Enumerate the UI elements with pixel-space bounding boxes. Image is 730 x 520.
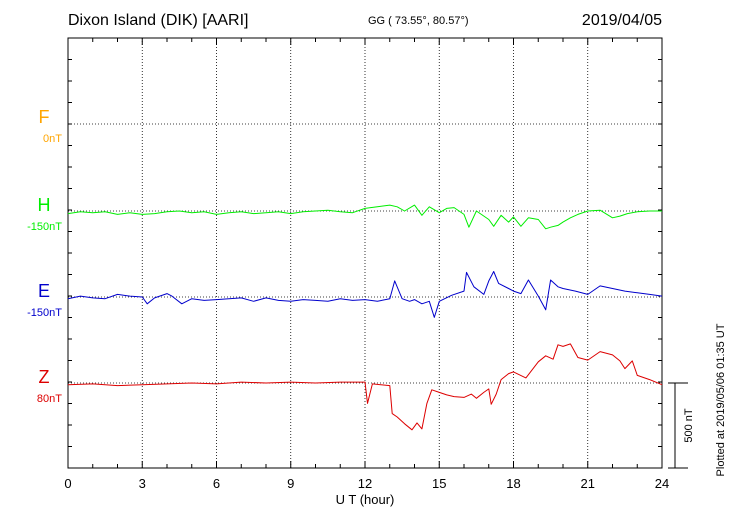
channel-name-z: Z — [39, 367, 50, 387]
plotted-at-label: Plotted at 2019/05/06 01:35 UT — [715, 323, 727, 476]
x-tick-label: 3 — [139, 476, 146, 491]
x-tick-label: 9 — [287, 476, 294, 491]
scale-label: 500 nT — [683, 408, 695, 443]
channel-name-e: E — [38, 281, 50, 301]
channel-name-f: F — [39, 107, 50, 127]
trace-e — [67, 271, 663, 318]
x-axis-label: U T (hour) — [336, 492, 395, 507]
plot-frame — [67, 37, 663, 469]
x-tick-label: 15 — [432, 476, 446, 491]
channel-baseline-z: 80nT — [37, 393, 62, 405]
trace-h — [67, 204, 662, 230]
trace-z — [67, 343, 663, 431]
x-tick-label: 18 — [506, 476, 520, 491]
geographic-coordinates: GG ( 73.55°, 80.57°) — [368, 15, 469, 27]
chart-date: 2019/04/05 — [581, 12, 662, 29]
x-tick-label: 12 — [358, 476, 372, 491]
channel-baseline-e: -150nT — [27, 307, 62, 319]
x-tick-label: 0 — [64, 476, 71, 491]
x-tick-label: 24 — [655, 476, 669, 491]
x-tick-label: 21 — [581, 476, 595, 491]
channel-baseline-h: -150nT — [27, 221, 62, 233]
channel-baseline-f: 0nT — [43, 133, 62, 145]
channel-name-h: H — [38, 195, 51, 215]
x-tick-label: 6 — [213, 476, 220, 491]
station-title: Dixon Island (DIK) [AARI] — [68, 12, 249, 29]
